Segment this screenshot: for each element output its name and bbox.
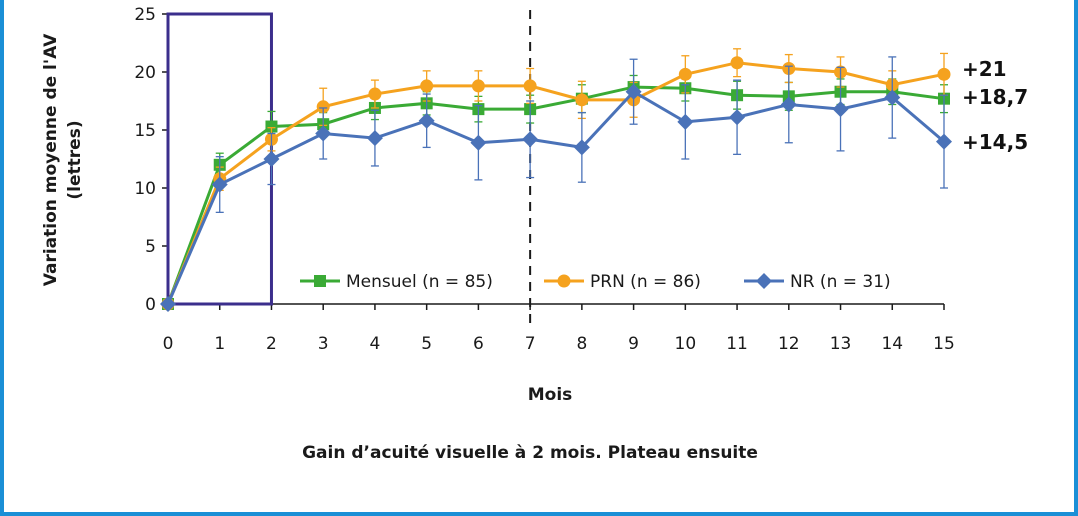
y-tick-label: 5	[145, 237, 156, 257]
data-point	[470, 134, 487, 151]
x-tick-label: 11	[726, 334, 748, 354]
legend-label: PRN (n = 86)	[590, 272, 701, 292]
x-axis-title: Mois	[528, 385, 573, 405]
legend-label: Mensuel (n = 85)	[346, 272, 493, 292]
data-point	[884, 89, 901, 106]
x-tick-label: 14	[881, 334, 903, 354]
end-value-label: +14,5	[962, 130, 1028, 154]
y-tick-label: 0	[145, 295, 156, 315]
y-axis-title: Variation moyenne de l'AV (lettres)	[41, 33, 85, 286]
x-tick-label: 0	[163, 334, 174, 354]
data-point	[730, 56, 744, 70]
x-tick-label: 6	[473, 334, 484, 354]
y-tick-label: 10	[134, 179, 156, 199]
y-axis-title-line-1: Variation moyenne de l'AV	[41, 33, 61, 286]
legend-marker	[756, 273, 772, 289]
x-tick-label: 10	[675, 334, 697, 354]
legend-marker	[557, 274, 571, 288]
end-value-label: +18,7	[962, 85, 1028, 109]
series-line	[166, 85, 945, 305]
y-tick-label: 25	[134, 5, 156, 25]
data-point	[729, 109, 746, 126]
data-point	[316, 100, 330, 114]
y-axis-title-line-2: (lettres)	[65, 120, 85, 199]
legend-marker	[314, 275, 326, 287]
data-point	[420, 79, 434, 93]
end-labels: +18,7 +21 +14,5	[962, 57, 1028, 154]
data-point	[263, 151, 280, 167]
data-point	[366, 130, 383, 147]
data-point	[832, 101, 849, 118]
data-point	[471, 79, 485, 93]
x-tick-label: 12	[778, 334, 800, 354]
data-point	[211, 176, 228, 193]
x-tick-label: 8	[576, 334, 587, 354]
data-point	[523, 79, 537, 93]
data-point	[265, 120, 278, 133]
x-tick-label: 2	[266, 334, 277, 354]
y-tick-label: 15	[134, 121, 156, 141]
series-layer	[160, 48, 952, 312]
legend: Mensuel (n = 85) PRN (n = 86) NR (n = 31)	[300, 272, 891, 292]
data-point	[575, 93, 589, 107]
x-tick-label: 13	[830, 334, 852, 354]
data-point	[678, 67, 692, 81]
x-tick-label: 3	[318, 334, 329, 354]
series-line	[166, 89, 945, 305]
x-tick-label: 7	[525, 334, 536, 354]
x-tick-label: 4	[370, 334, 381, 354]
data-point	[937, 67, 951, 81]
x-tick-label: 15	[933, 334, 955, 354]
data-point	[522, 131, 539, 148]
end-value-label: +21	[962, 57, 1007, 81]
data-point	[160, 296, 176, 312]
x-tick-label: 5	[421, 334, 432, 354]
data-point	[418, 112, 435, 129]
legend-label: NR (n = 31)	[790, 272, 891, 292]
y-tick-label: 20	[134, 63, 156, 83]
series-2	[160, 56, 952, 312]
x-tick-label: 1	[214, 334, 225, 354]
data-point	[936, 133, 952, 150]
data-point	[780, 96, 797, 113]
data-point	[315, 125, 332, 142]
caption: Gain d’acuité visuelle à 2 mois. Plateau…	[302, 443, 758, 463]
data-point	[625, 83, 642, 100]
x-tick-label: 9	[628, 334, 639, 354]
data-point	[573, 139, 590, 156]
series-line	[166, 61, 945, 305]
data-point	[368, 87, 382, 101]
series-1	[161, 48, 951, 311]
data-point	[677, 113, 694, 130]
